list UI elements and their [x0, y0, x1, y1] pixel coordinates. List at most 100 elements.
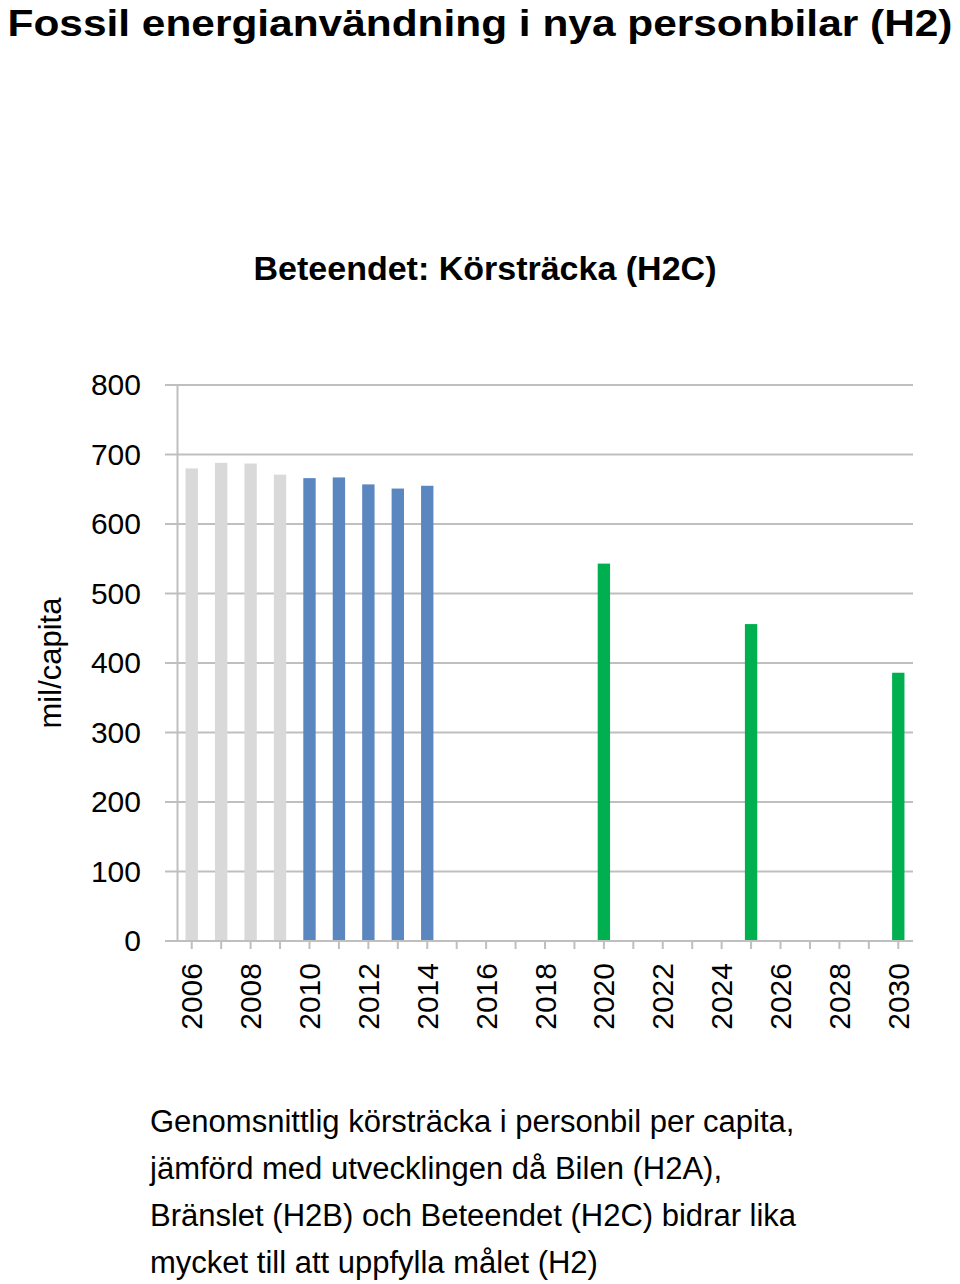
x-tick: [809, 941, 810, 949]
y-tick-label: 800: [91, 368, 141, 401]
y-tick-label: 400: [91, 646, 141, 679]
subtitle: Beteendet: Körsträcka (H2C): [254, 249, 717, 287]
x-tick-mark: [662, 941, 664, 949]
x-tick: 2020: [587, 941, 620, 1030]
x-tick-mark: [367, 941, 369, 949]
x-tick: 2010: [293, 941, 326, 1030]
y-tick-label: 600: [91, 507, 141, 540]
y-tick-label: 0: [124, 924, 141, 957]
chart: Fossil energianvändning i nya personbila…: [0, 0, 960, 1284]
caption-line: Genomsnittlig körsträcka i personbil per…: [150, 1104, 794, 1139]
x-tick: [574, 941, 575, 949]
y-tick-label: 100: [91, 855, 141, 888]
y-axis-title: mil/capita: [33, 597, 68, 729]
title: Fossil energianvändning i nya personbila…: [8, 3, 953, 44]
x-tick-label: 2024: [705, 963, 738, 1030]
x-tick: 2022: [646, 941, 679, 1030]
x-tick: [280, 941, 281, 949]
bar: [421, 486, 433, 941]
bar: [598, 564, 610, 941]
x-tick-label: 2006: [175, 963, 208, 1030]
x-tick-mark: [485, 941, 487, 949]
grid-line: [165, 384, 913, 386]
bar: [303, 478, 315, 941]
x-tick-mark: [456, 941, 458, 949]
y-axis-line: [177, 386, 179, 942]
x-tick-mark: [809, 941, 811, 949]
x-tick: 2024: [705, 941, 738, 1030]
bar: [745, 624, 757, 941]
bar: [392, 489, 404, 941]
bar: [362, 484, 374, 941]
x-tick: 2026: [764, 941, 797, 1030]
y-tick-label: 700: [91, 438, 141, 471]
x-tick-mark: [308, 941, 310, 949]
x-tick-mark: [220, 941, 222, 949]
x-tick-mark: [838, 941, 840, 949]
caption-line: Bränslet (H2B) och Beteendet (H2C) bidra…: [150, 1198, 797, 1233]
x-axis: 2006 2008 2010 2012 2014 2016 2018 2020 2022 2024…: [165, 941, 915, 1030]
y-tick: 700: [91, 438, 177, 471]
x-tick: [338, 941, 339, 949]
x-tick-mark: [338, 941, 340, 949]
y-tick: 500: [91, 577, 177, 610]
x-tick-label: 2030: [882, 963, 915, 1030]
x-tick: 2030: [882, 941, 915, 1030]
x-tick-mark: [750, 941, 752, 949]
bar: [274, 475, 286, 941]
x-tick-mark: [279, 941, 281, 949]
x-tick-label: 2028: [823, 963, 856, 1030]
x-tick-mark: [515, 941, 517, 949]
x-tick-mark: [868, 941, 870, 949]
x-tick-label: 2010: [293, 963, 326, 1030]
x-tick: [515, 941, 516, 949]
x-tick-mark: [191, 941, 193, 949]
x-tick-mark: [780, 941, 782, 949]
caption: Genomsnittlig körsträcka i personbil per…: [149, 1104, 797, 1280]
grid-line: [165, 454, 913, 456]
x-tick-label: 2020: [587, 963, 620, 1030]
bar: [186, 468, 198, 941]
x-tick: [868, 941, 869, 949]
x-tick: [633, 941, 634, 949]
x-tick: [456, 941, 457, 949]
x-tick-label: 2026: [764, 963, 797, 1030]
x-tick: 2006: [175, 941, 208, 1030]
x-tick: [692, 941, 693, 949]
x-tick-mark: [603, 941, 605, 949]
y-tick-label: 300: [91, 716, 141, 749]
y-tick: 600: [91, 507, 177, 540]
y-tick: 400: [91, 646, 177, 679]
x-tick-label: 2018: [529, 963, 562, 1030]
bar: [892, 673, 904, 941]
x-tick: 2016: [470, 941, 503, 1030]
x-axis-line: [165, 940, 913, 942]
y-axis: 0 100 200 300 400 500 600 700 800: [91, 368, 178, 957]
bar: [215, 463, 227, 941]
x-tick-mark: [691, 941, 693, 949]
x-tick-mark: [632, 941, 634, 949]
x-tick-mark: [397, 941, 399, 949]
x-tick: 2008: [234, 941, 267, 1030]
bar: [333, 477, 345, 941]
x-tick: [751, 941, 752, 949]
y-tick-label: 500: [91, 577, 141, 610]
x-tick-label: 2022: [646, 963, 679, 1030]
caption-line: jämförd med utvecklingen då Bilen (H2A),: [149, 1151, 722, 1186]
grid-line: [165, 940, 913, 942]
x-tick-mark: [426, 941, 428, 949]
bar: [244, 464, 256, 941]
x-tick-label: 2012: [352, 963, 385, 1030]
y-tick: 800: [91, 368, 177, 401]
y-tick: 200: [91, 785, 177, 818]
x-tick: [221, 941, 222, 949]
x-tick: 2012: [352, 941, 385, 1030]
x-tick-mark: [897, 941, 899, 949]
y-tick: 100: [91, 855, 177, 888]
x-tick-label: 2014: [411, 963, 444, 1030]
x-tick: [397, 941, 398, 949]
x-tick-mark: [544, 941, 546, 949]
x-tick: 2028: [823, 941, 856, 1030]
grid: [165, 385, 913, 941]
bars: [186, 463, 905, 941]
